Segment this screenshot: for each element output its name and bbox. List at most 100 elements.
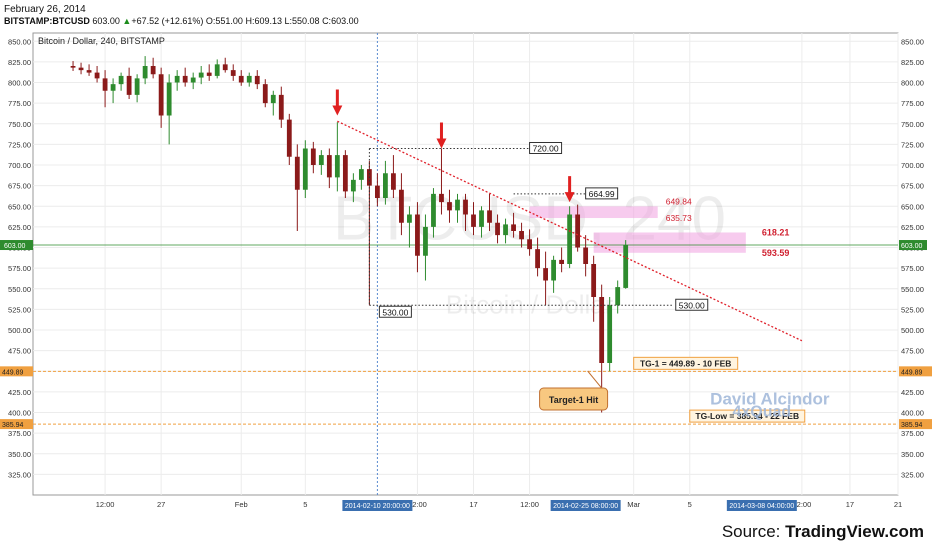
y-tick-label-right: 375.00 (901, 429, 924, 438)
y-tick-label-left: 775.00 (8, 99, 31, 108)
x-tick-label: 12:00 (408, 500, 427, 509)
author-signature: David Alcindor (710, 389, 830, 408)
level-label: 720.00 (533, 144, 559, 154)
zone-label-top: 618.21 (762, 227, 790, 237)
target-axis-label-left: 385.94 (2, 422, 24, 429)
target-axis-label-left: 449.89 (2, 369, 24, 376)
candle-body (391, 173, 396, 190)
x-tick-label: 17 (469, 500, 477, 509)
candle-body (86, 70, 92, 73)
candle-body (591, 264, 597, 297)
open-value: 551.00 (215, 16, 243, 26)
candle-body (551, 259, 557, 281)
target-note: TG-1 = 449.89 - 10 FEB (640, 358, 731, 368)
x-tick-label: 5 (303, 500, 307, 509)
candle-body (214, 64, 220, 76)
candle-body (174, 75, 180, 83)
candle-body (519, 231, 524, 240)
candle-body (607, 305, 613, 363)
resistance-zone (529, 206, 658, 219)
y-tick-label-left: 500.00 (8, 326, 31, 335)
callout-pointer (587, 370, 602, 389)
y-tick-label-left: 650.00 (8, 202, 31, 211)
candle-body (535, 249, 540, 269)
down-arrow-icon (332, 105, 343, 116)
y-tick-label-left: 425.00 (8, 388, 31, 397)
candle-body (575, 214, 581, 248)
y-tick-label-right: 575.00 (901, 264, 924, 273)
current-price-flag-left (0, 240, 33, 251)
y-tick-label-left: 350.00 (8, 450, 31, 459)
candle-body (270, 94, 276, 104)
candle-body (615, 287, 621, 306)
y-tick-label-right: 825.00 (901, 58, 924, 67)
y-tick-label-left: 525.00 (8, 305, 31, 314)
candle-body (479, 210, 484, 227)
candle-body (623, 245, 629, 288)
down-arrow-icon (564, 192, 575, 203)
x-tick-label: Feb (235, 500, 248, 509)
resistance-zone (593, 232, 746, 253)
candle-body (198, 72, 204, 78)
level-label-box (378, 305, 412, 318)
callout-text: Target-1 Hit (549, 395, 598, 405)
target-note-box (689, 409, 806, 423)
candle-body (150, 66, 156, 75)
candle-body (463, 199, 468, 215)
candle-body (407, 214, 412, 223)
level-label-box (585, 187, 619, 200)
y-tick-label-left: 725.00 (8, 140, 31, 149)
price-change: +67.52 (+12.61%) (131, 16, 204, 26)
y-tick-label-left: 750.00 (8, 120, 31, 129)
y-tick-label-left: 325.00 (8, 470, 31, 479)
y-tick-label-right: 675.00 (901, 182, 924, 191)
x-tick-label: 21 (894, 500, 902, 509)
chart-title: Bitcoin / Dollar, 240, BITSTAMP (38, 36, 165, 46)
candle-body (318, 155, 324, 165)
source-name: TradingView.com (785, 522, 924, 541)
x-axis-flag-label: 2014-03-08 04:00:00 (729, 503, 794, 510)
low-label: L: (284, 16, 293, 26)
y-tick-label-left: 675.00 (8, 182, 31, 191)
target-axis-flag-right (899, 366, 932, 377)
candle-body (447, 202, 452, 211)
down-arrow-icon (436, 138, 447, 149)
level-label: 530.00 (382, 307, 408, 317)
level-label-box (675, 298, 709, 311)
close-label: C: (322, 16, 332, 26)
zone-label-bottom: 593.59 (762, 248, 790, 258)
callout-box (539, 387, 609, 411)
source-credit: Source: TradingView.com (722, 522, 924, 542)
y-tick-label-left: 550.00 (8, 285, 31, 294)
x-axis-flag-label: 2014-02-25 08:00:00 (553, 503, 618, 510)
candle-body (583, 247, 589, 264)
candle-body (294, 156, 300, 190)
quote-line: BITSTAMP:BTCUSD 603.00 ▲+67.52 (+12.61%)… (4, 16, 359, 26)
target-note: TG-Low = 385.94 - 22 FEB (695, 411, 799, 421)
candle-body (302, 148, 308, 190)
candle-body (102, 78, 108, 91)
y-tick-label-right: 350.00 (901, 450, 924, 459)
candle-body (559, 259, 565, 264)
y-tick-label-left: 575.00 (8, 264, 31, 273)
y-tick-label-right: 625.00 (901, 223, 924, 232)
candle-body (238, 75, 244, 83)
candle-body (326, 155, 332, 178)
x-axis-flag (550, 500, 621, 511)
candle-body (543, 268, 548, 281)
candle-body (262, 84, 268, 104)
current-price-flag-right (899, 240, 927, 251)
candle-body (110, 84, 116, 91)
candle-body (230, 70, 236, 76)
candle-body (423, 226, 428, 256)
x-axis-flag-label: 2014-02-10 20:00:00 (345, 503, 410, 510)
chart-date: February 26, 2014 (4, 4, 86, 15)
level-label: 530.00 (679, 300, 705, 310)
target-axis-label-right: 385.94 (901, 422, 923, 429)
y-tick-label-right: 550.00 (901, 285, 924, 294)
change-arrow-icon: ▲ (122, 16, 132, 26)
candle-body (182, 75, 188, 83)
candle-body (94, 72, 100, 79)
candle-body (487, 210, 492, 223)
